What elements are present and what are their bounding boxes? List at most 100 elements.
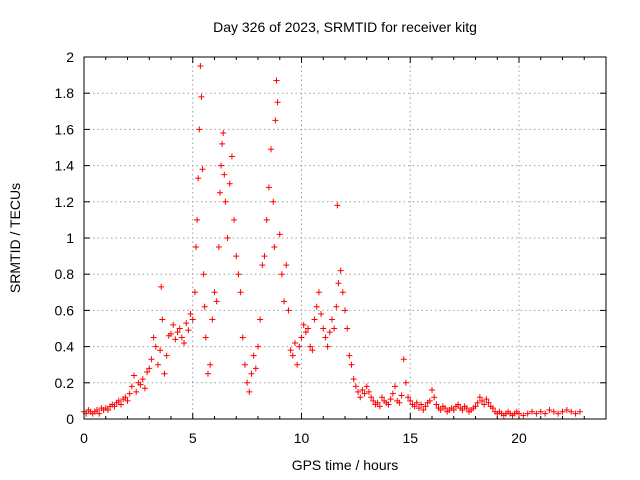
data-point — [235, 271, 242, 278]
data-point — [226, 180, 233, 187]
data-point — [198, 93, 205, 100]
data-point — [355, 388, 362, 395]
y-tick-label: 2 — [66, 49, 74, 65]
data-point — [335, 280, 342, 287]
data-point — [313, 303, 320, 310]
data-point — [378, 394, 385, 401]
data-point — [172, 336, 179, 343]
data-point — [246, 388, 253, 395]
data-point — [407, 397, 414, 404]
data-point — [196, 126, 203, 133]
data-point — [302, 329, 309, 336]
data-point — [396, 399, 403, 406]
data-point — [176, 325, 183, 332]
data-point — [159, 316, 166, 323]
data-point — [311, 316, 318, 323]
data-point — [555, 410, 562, 417]
data-point — [337, 267, 344, 274]
grid — [84, 57, 606, 419]
data-point — [122, 394, 129, 401]
chart-title: Day 326 of 2023, SRMTID for receiver kit… — [213, 19, 477, 35]
data-point — [197, 63, 204, 70]
y-tick-label: 0.8 — [55, 266, 75, 282]
data-point — [185, 327, 192, 334]
data-point — [211, 289, 218, 296]
data-point — [328, 316, 335, 323]
y-tick-label: 0 — [66, 411, 74, 427]
data-point — [433, 401, 440, 408]
data-point — [481, 401, 488, 408]
data-point — [387, 396, 394, 403]
data-point — [141, 385, 148, 392]
data-point — [131, 372, 138, 379]
data-point — [178, 334, 185, 341]
data-point — [350, 376, 357, 383]
data-point — [524, 410, 531, 417]
data-point — [231, 216, 238, 223]
x-tick-label: 5 — [189, 430, 197, 446]
data-point — [152, 343, 159, 350]
y-tick-label: 1.4 — [55, 158, 75, 174]
data-point — [298, 334, 305, 341]
data-point — [273, 77, 280, 84]
data-point — [342, 307, 348, 314]
plot-frame — [83, 56, 607, 420]
data-point — [437, 406, 444, 413]
data-point — [533, 410, 540, 417]
data-point — [339, 289, 346, 296]
y-tick-label: 1.8 — [55, 85, 75, 101]
data-point — [139, 376, 146, 383]
data-point — [420, 406, 427, 413]
data-point — [520, 412, 527, 419]
data-point — [563, 406, 570, 413]
data-point — [322, 334, 329, 341]
data-point — [287, 347, 294, 354]
data-point — [222, 198, 229, 205]
data-point — [537, 408, 544, 415]
y-tick-label: 1 — [66, 230, 74, 246]
data-point — [117, 401, 124, 408]
data-point — [146, 365, 153, 372]
data-point — [244, 379, 251, 386]
data-point — [550, 408, 557, 415]
data-point — [218, 162, 225, 169]
data-point — [374, 399, 381, 406]
data-point — [459, 406, 466, 413]
data-point — [213, 298, 220, 305]
x-tick-label: 0 — [80, 430, 88, 446]
data-point — [334, 202, 341, 209]
data-point — [326, 329, 333, 336]
data-point — [195, 175, 202, 182]
data-point — [474, 399, 481, 406]
data-point — [271, 244, 278, 251]
data-point — [268, 146, 275, 153]
data-point — [158, 283, 165, 290]
data-point — [252, 365, 259, 372]
y-tick-label: 0.6 — [55, 302, 75, 318]
data-point — [442, 405, 449, 412]
data-point — [154, 361, 161, 368]
data-point — [94, 406, 101, 413]
data-point — [181, 339, 188, 346]
data-point — [296, 343, 303, 350]
data-point — [516, 410, 522, 417]
data-point — [126, 390, 133, 397]
data-point — [376, 403, 383, 410]
data-point — [261, 253, 268, 260]
data-point — [150, 334, 157, 341]
data-point — [207, 361, 214, 368]
data-point — [124, 397, 131, 404]
y-axis-label: SRMTID / TECUs — [7, 183, 23, 293]
x-tick-label: 20 — [511, 430, 527, 446]
data-point — [559, 408, 566, 415]
data-point — [228, 153, 235, 160]
data-point — [365, 388, 372, 395]
data-point — [413, 399, 420, 406]
data-point — [385, 401, 392, 408]
data-point — [183, 320, 190, 327]
y-tick-label: 1.6 — [55, 121, 75, 137]
data-point — [137, 381, 144, 388]
data-point — [318, 311, 325, 318]
data-point — [463, 405, 470, 412]
data-point — [426, 397, 433, 404]
